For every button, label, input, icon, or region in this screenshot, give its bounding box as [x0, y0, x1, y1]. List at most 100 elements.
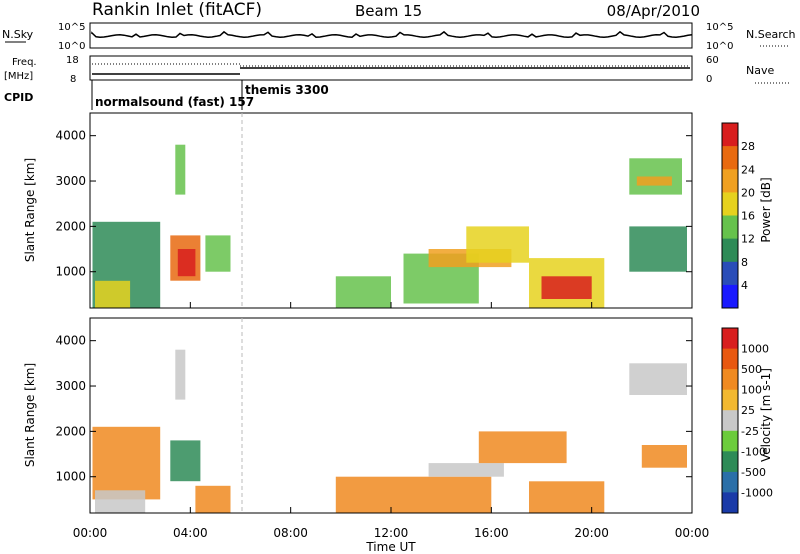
power-ytick-label-2: 2000	[55, 219, 86, 233]
power-colorbar-tick-5: 8	[741, 256, 748, 269]
station-title: Rankin Inlet (fitACF)	[92, 0, 262, 20]
power-heatmap-regions	[92, 144, 687, 308]
power-region-6	[335, 276, 391, 308]
vel-colorbar-tick-7: -1000	[741, 486, 773, 499]
nsky-left-tick-bottom: 10^0	[58, 41, 85, 52]
vel-colorbar-swatch-2	[722, 369, 738, 391]
power-colorbar: 28 24 20 16 12 8 4	[721, 122, 755, 309]
vel-colorbar-tick-6: -500	[741, 466, 766, 479]
nsearch-label: N.Search	[746, 28, 796, 41]
beam-title: Beam 15	[355, 2, 422, 20]
x-tick-label-6: 00:00	[675, 526, 710, 540]
freq-left-tick-bottom: 8	[70, 74, 76, 85]
power-colorbar-swatch-0	[722, 123, 738, 147]
vel-region-9	[629, 363, 687, 395]
power-colorbar-swatch-6	[722, 261, 738, 286]
vel-region-3	[175, 349, 186, 400]
freq-label-line1: Freq.	[12, 57, 37, 68]
velocity-y-ticks: 4000 3000 2000 1000	[55, 334, 692, 484]
vel-colorbar-swatch-4	[722, 410, 738, 432]
power-ylabel: Slant Range [km]	[23, 158, 37, 262]
freq-right-tick-top: 60	[706, 55, 719, 66]
x-axis-label: Time UT	[365, 540, 416, 554]
power-colorbar-tick-1: 24	[741, 163, 755, 176]
date-title: 08/Apr/2010	[607, 2, 700, 20]
nsky-panel-frame	[89, 22, 693, 49]
vel-region-8	[529, 481, 605, 513]
vel-ytick-label-3: 1000	[55, 470, 86, 484]
velocity-ylabel: Slant Range [km]	[23, 363, 37, 467]
power-region-14	[629, 226, 687, 272]
nave-label: Nave	[746, 64, 774, 77]
vel-colorbar-swatch-5	[722, 430, 738, 452]
vel-ytick-label-0: 4000	[55, 334, 86, 348]
cpid-segment-themis: themis 3300	[245, 83, 329, 97]
vel-colorbar-tick-3: 25	[741, 404, 755, 417]
power-region-12	[629, 158, 682, 195]
power-ytick-label-0: 4000	[55, 129, 86, 143]
vel-colorbar-swatch-1	[722, 348, 738, 370]
vel-region-5	[335, 476, 492, 513]
power-colorbar-tick-0: 28	[741, 140, 755, 153]
freq-panel-frame	[89, 55, 693, 81]
nsky-series-line	[91, 30, 693, 38]
power-colorbar-swatch-4	[722, 215, 738, 240]
velocity-colorbar-label: Velocity [m s-1]	[759, 368, 773, 462]
vel-region-0	[92, 426, 161, 500]
velocity-colorbar: 1000 500 100 25 -25 -100 -500 -1000	[721, 327, 773, 514]
x-tick-label-4: 16:00	[474, 526, 509, 540]
vel-colorbar-tick-2: 100	[741, 384, 762, 397]
vel-region-1	[95, 490, 146, 513]
power-ytick-label-3: 1000	[55, 265, 86, 279]
cpid-segment-normalsound: normalsound (fast) 157	[95, 95, 254, 109]
nsky-label: N.Sky	[2, 28, 34, 41]
power-colorbar-label: Power [dB]	[759, 177, 773, 242]
velocity-heatmap-regions	[92, 349, 687, 513]
x-tick-label-5: 20:00	[574, 526, 609, 540]
vel-colorbar-swatch-3	[722, 389, 738, 411]
vel-region-10	[641, 445, 687, 468]
vel-colorbar-swatch-6	[722, 451, 738, 473]
power-region-11	[541, 276, 592, 299]
vel-colorbar-frame	[721, 327, 739, 514]
power-region-3	[177, 249, 196, 277]
power-region-9	[466, 226, 529, 263]
vel-colorbar-swatch-8	[722, 492, 738, 514]
x-tick-label-0: 00:00	[73, 526, 108, 540]
freq-left-tick-top: 18	[66, 55, 79, 66]
power-ytick-label-1: 3000	[55, 174, 86, 188]
nsky-right-tick-top: 10^5	[706, 22, 733, 33]
nsky-left-tick-top: 10^5	[58, 22, 85, 33]
vel-colorbar-tick-1: 500	[741, 363, 762, 376]
power-colorbar-swatch-5	[722, 238, 738, 263]
vel-colorbar-tick-5: -100	[741, 445, 766, 458]
x-tick-label-3: 12:00	[374, 526, 409, 540]
power-region-5	[205, 235, 231, 272]
power-colorbar-tick-6: 4	[741, 279, 748, 292]
power-region-13	[636, 176, 672, 186]
power-colorbar-tick-2: 20	[741, 186, 755, 199]
freq-right-tick-bottom: 0	[706, 74, 712, 85]
power-colorbar-frame	[721, 122, 739, 309]
vel-region-6	[428, 463, 504, 477]
vel-ytick-label-1: 3000	[55, 379, 86, 393]
vel-ytick-label-2: 2000	[55, 424, 86, 438]
power-region-1	[95, 280, 131, 308]
vel-colorbar-tick-4: -25	[741, 425, 759, 438]
nsky-right-tick-bottom: 10^0	[706, 41, 733, 52]
power-colorbar-swatch-1	[722, 146, 738, 170]
power-colorbar-tick-4: 12	[741, 233, 755, 246]
vel-region-4	[195, 485, 231, 513]
power-colorbar-tick-3: 16	[741, 210, 755, 223]
vel-colorbar-tick-0: 1000	[741, 343, 769, 356]
vel-colorbar-swatch-7	[722, 471, 738, 493]
x-axis: 00:00 04:00 08:00 12:00 16:00 20:00 00:00	[73, 302, 710, 540]
x-tick-label-1: 04:00	[173, 526, 208, 540]
freq-label-line2: [MHz]	[4, 71, 33, 82]
power-region-4	[175, 144, 186, 195]
power-colorbar-swatch-2	[722, 169, 738, 193]
power-colorbar-swatch-3	[722, 192, 738, 216]
vel-region-2	[170, 440, 201, 482]
x-tick-label-2: 08:00	[273, 526, 308, 540]
